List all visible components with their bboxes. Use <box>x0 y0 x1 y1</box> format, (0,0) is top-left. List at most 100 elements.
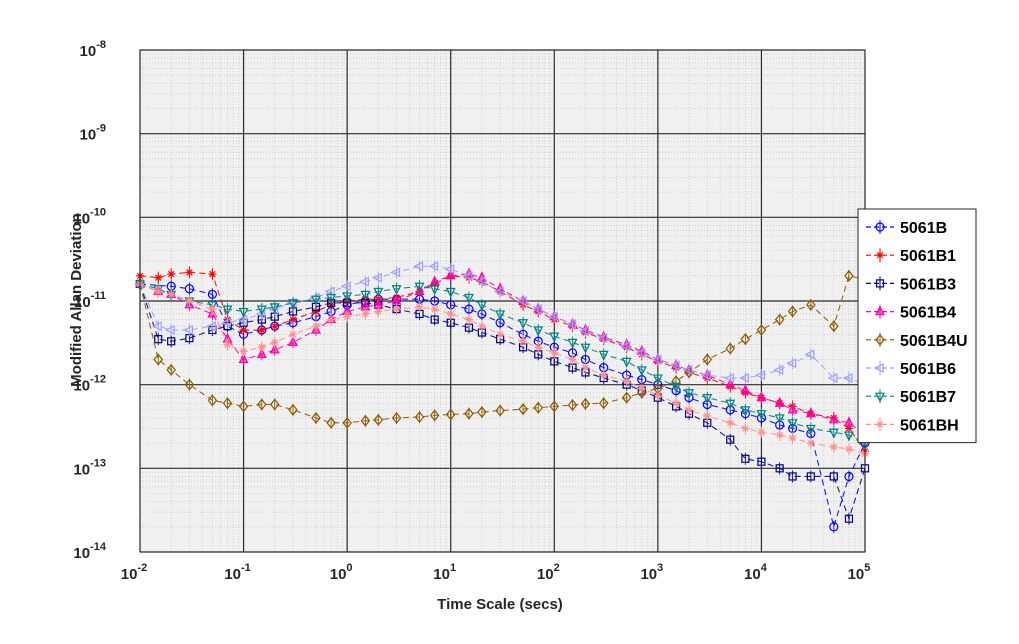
data-point <box>579 325 590 336</box>
legend: 5061B 5061B1 5061B3 5061B4 5061B4U 5061B6 5061… <box>857 208 977 444</box>
legend-item: 5061B <box>866 220 947 237</box>
data-point <box>154 287 163 296</box>
data-point <box>270 338 279 347</box>
data-point <box>154 273 163 282</box>
data-point <box>257 326 266 335</box>
data-point <box>599 371 608 380</box>
data-point <box>844 471 854 482</box>
data-point <box>598 350 609 361</box>
data-point <box>549 332 560 343</box>
data-point <box>787 305 798 318</box>
data-point <box>700 370 711 381</box>
data-point <box>392 305 401 314</box>
data-point <box>496 330 505 339</box>
data-point <box>533 326 544 337</box>
data-point <box>829 472 838 481</box>
data-point <box>184 284 195 294</box>
x-tick-label: 102 <box>537 562 560 583</box>
data-point <box>739 373 749 384</box>
data-point <box>475 276 486 287</box>
y-tick-label: 10-14 <box>73 541 106 562</box>
series-5061B7 <box>135 277 870 450</box>
data-point <box>167 337 176 346</box>
data-point <box>166 363 176 376</box>
data-point <box>621 391 632 404</box>
data-point <box>327 315 336 324</box>
legend-item: 5061B4 <box>866 304 956 322</box>
data-point <box>547 311 558 322</box>
data-point <box>672 399 681 408</box>
data-point <box>153 353 164 366</box>
legend-marker <box>875 333 885 346</box>
data-point <box>495 310 506 321</box>
x-tick-labels: 10-2 10-1 100 101 102 103 104 105 <box>121 562 871 583</box>
data-point <box>445 408 456 421</box>
data-point <box>361 309 370 318</box>
data-point <box>774 396 785 407</box>
data-point <box>773 364 784 375</box>
data-point <box>222 305 233 316</box>
data-point <box>652 374 663 385</box>
data-point <box>806 298 816 311</box>
data-point <box>740 406 751 417</box>
data-point <box>269 303 280 314</box>
data-point <box>756 391 767 402</box>
data-point <box>464 315 473 324</box>
data-point <box>842 373 853 384</box>
data-point <box>702 394 713 404</box>
legend-item: 5061B7 <box>866 389 956 406</box>
data-point <box>756 324 767 336</box>
data-point <box>756 410 767 421</box>
data-point <box>223 340 232 349</box>
data-point <box>239 326 248 335</box>
data-point <box>476 301 487 312</box>
data-point <box>806 472 815 481</box>
legend-label: 5061B7 <box>900 389 956 406</box>
data-point <box>414 411 425 424</box>
series-line <box>139 283 866 529</box>
data-point <box>342 292 353 303</box>
data-point <box>741 454 750 463</box>
x-tick-label: 100 <box>330 562 353 583</box>
data-point <box>843 416 854 427</box>
data-point <box>185 297 194 305</box>
data-point <box>669 360 680 371</box>
data-point <box>726 418 735 427</box>
data-point <box>164 325 175 335</box>
data-point <box>429 409 440 422</box>
data-point <box>326 293 337 304</box>
data-point <box>391 285 402 296</box>
data-point <box>477 322 486 331</box>
data-point <box>725 342 736 355</box>
data-point <box>580 343 591 354</box>
data-point <box>374 307 383 316</box>
data-point <box>311 412 321 424</box>
x-tick-label: 10-1 <box>224 562 250 583</box>
legend-item: 5061B6 <box>866 361 956 378</box>
data-point <box>580 397 591 410</box>
x-axis-label: Time Scale (secs) <box>437 596 563 613</box>
data-point <box>805 424 816 435</box>
y-tick-label: 10-8 <box>80 39 106 60</box>
data-point <box>620 341 631 351</box>
data-point <box>598 397 609 410</box>
data-point <box>183 325 194 335</box>
data-point <box>444 264 455 275</box>
data-point <box>373 287 384 298</box>
data-point <box>534 343 543 352</box>
data-point <box>568 355 577 364</box>
data-point <box>184 378 195 391</box>
data-point <box>703 412 712 421</box>
data-point <box>828 413 839 424</box>
legend-label: 5061B3 <box>900 276 956 293</box>
data-point <box>787 419 798 430</box>
data-point <box>788 434 797 443</box>
data-point <box>208 270 217 279</box>
data-point <box>257 343 266 352</box>
y-tick-label: 10-10 <box>73 206 106 227</box>
data-point <box>288 336 298 347</box>
legend-label: 5061B1 <box>900 248 956 265</box>
data-point <box>531 304 542 315</box>
data-point <box>671 382 682 393</box>
